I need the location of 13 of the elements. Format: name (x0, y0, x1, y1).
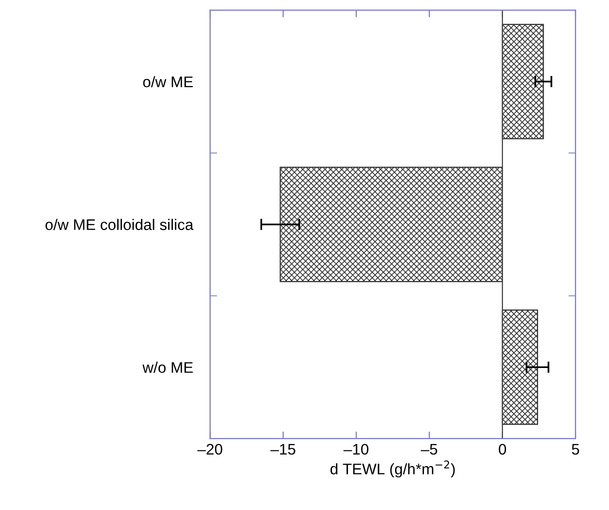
x-tick-label: –15 (270, 444, 296, 455)
y-tick-label: w/o ME (142, 362, 193, 373)
y-tick-label: o/w ME (143, 76, 193, 88)
x-tick-label: –5 (420, 444, 438, 455)
x-tick-label: 5 (572, 444, 580, 455)
bar (502, 24, 544, 140)
x-tick-label: –20 (197, 444, 222, 455)
bar (502, 310, 538, 425)
x-tick-label: 0 (498, 444, 506, 455)
bar (280, 166, 503, 282)
y-tick-label: o/w ME colloidal silica (46, 218, 194, 230)
x-tick-label: –10 (344, 444, 368, 455)
x-axis-title: d TEWL (g/h*m$^{−2}$) (330, 460, 455, 478)
